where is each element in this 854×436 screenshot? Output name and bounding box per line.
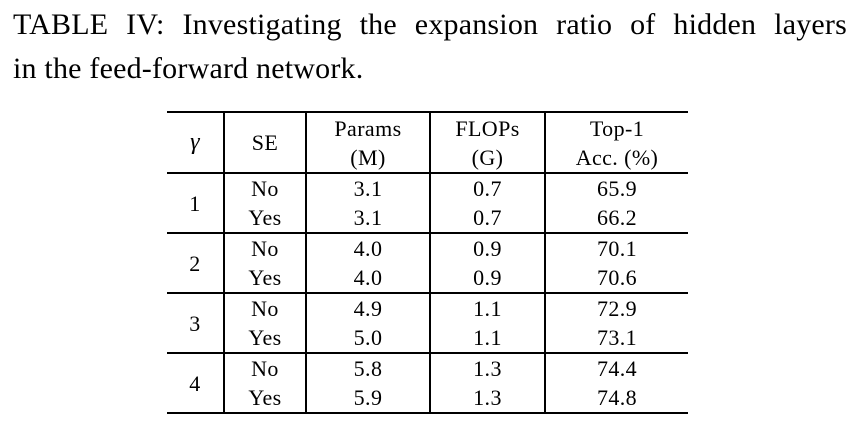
table-row: Yes 3.1 0.7 66.2	[167, 203, 688, 233]
cell-se: Yes	[224, 383, 307, 413]
table-header: γ SE Params (M) FLOPs (G) Top-1 Acc. (%)	[167, 112, 688, 173]
table-row: 1 No 3.1 0.7 65.9	[167, 173, 688, 233]
table-row: 3 No 4.9 1.1 72.9	[167, 293, 688, 353]
cell-top1-acc: 65.9	[596, 176, 638, 201]
header-top1-line2: Acc. (%)	[575, 144, 659, 170]
header-top1-line1: Top-1	[589, 115, 645, 141]
cell-flops: 0.9	[430, 233, 546, 263]
cell-gamma: 3	[167, 293, 225, 353]
group-gamma-1: 1 No 3.1 0.7 65.9 Yes 3.1 0.7 66.2	[167, 173, 688, 233]
cell-gamma: 1	[167, 173, 225, 233]
cell-flops: 0.7	[430, 173, 546, 203]
cell-se: No	[224, 173, 307, 203]
cell-top1-acc: 70.6	[596, 265, 638, 290]
header-cell-params: Params (M)	[306, 112, 431, 173]
cell-params: 4.0	[306, 263, 431, 293]
cell-se: Yes	[224, 323, 307, 353]
table-row: 2 No 4.0 0.9 70.1	[167, 233, 688, 293]
cell-top1-acc: 74.8	[596, 385, 638, 410]
cell-params: 3.1	[306, 203, 431, 233]
cell-flops: 0.7	[430, 203, 546, 233]
cell-params: 5.9	[306, 383, 431, 413]
cell-params: 5.0	[306, 323, 431, 353]
header-cell-gamma: γ	[167, 112, 225, 173]
cell-params: 4.9	[306, 293, 431, 323]
header-cell-se: SE	[224, 112, 307, 173]
table-row: Yes 4.0 0.9 70.6	[167, 263, 688, 293]
group-gamma-3: 3 No 4.9 1.1 72.9 Yes 5.0 1.1 73.1	[167, 293, 688, 353]
header-params-line2: (M)	[350, 144, 386, 170]
cell-top1-acc: 74.4	[596, 356, 638, 381]
group-gamma-2: 2 No 4.0 0.9 70.1 Yes 4.0 0.9 70.6	[167, 233, 688, 293]
header-row: γ SE Params (M) FLOPs (G) Top-1 Acc. (%)	[167, 112, 688, 173]
cell-se: Yes	[224, 203, 307, 233]
cell-flops: 1.3	[430, 353, 546, 383]
cell-gamma: 2	[167, 233, 225, 293]
caption-line-2: in the feed-forward network.	[13, 52, 364, 85]
cell-params: 5.8	[306, 353, 431, 383]
cell-top1-acc: 72.9	[596, 296, 638, 321]
table-caption: TABLE IV: Investigating the expansion ra…	[13, 3, 847, 91]
header-flops-line1: FLOPs	[455, 115, 520, 141]
cell-se: No	[224, 353, 307, 383]
cell-top1-acc: 70.1	[596, 236, 638, 261]
cell-top1-acc: 66.2	[596, 205, 638, 230]
cell-flops: 0.9	[430, 263, 546, 293]
table-row: 4 No 5.8 1.3 74.4	[167, 353, 688, 413]
cell-se: No	[224, 233, 307, 263]
header-params-line1: Params	[334, 115, 402, 141]
group-gamma-4: 4 No 5.8 1.3 74.4 Yes 5.9 1.3 74.8	[167, 353, 688, 413]
cell-top1-acc: 73.1	[596, 325, 638, 350]
header-cell-top1-acc: Top-1 Acc. (%)	[545, 112, 688, 173]
results-table: γ SE Params (M) FLOPs (G) Top-1 Acc. (%)…	[167, 111, 688, 414]
cell-flops: 1.3	[430, 383, 546, 413]
cell-gamma: 4	[167, 353, 225, 413]
header-cell-flops: FLOPs (G)	[430, 112, 546, 173]
cell-params: 4.0	[306, 233, 431, 263]
header-flops-line2: (G)	[471, 144, 504, 170]
caption-line-1: TABLE IV: Investigating the expansion ra…	[13, 8, 847, 41]
cell-flops: 1.1	[430, 323, 546, 353]
table-row: Yes 5.9 1.3 74.8	[167, 383, 688, 413]
cell-flops: 1.1	[430, 293, 546, 323]
table-row: Yes 5.0 1.1 73.1	[167, 323, 688, 353]
cell-se: No	[224, 293, 307, 323]
cell-se: Yes	[224, 263, 307, 293]
cell-params: 3.1	[306, 173, 431, 203]
